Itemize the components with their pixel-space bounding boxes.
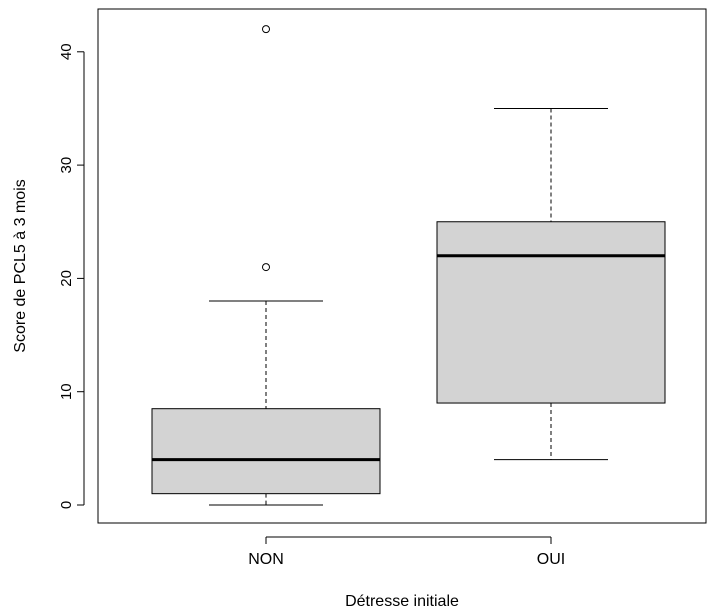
y-tick-label: 30 xyxy=(58,157,75,174)
y-axis: 0 10 20 30 40 xyxy=(58,43,85,509)
box-iqr xyxy=(436,221,666,404)
outlier-point xyxy=(262,25,270,34)
y-tick-label: 0 xyxy=(58,501,75,509)
outlier-point xyxy=(262,263,270,272)
x-tick-label: NON xyxy=(248,551,284,568)
boxes-group xyxy=(151,25,666,506)
x-axis: NON OUI xyxy=(248,536,565,568)
x-axis-label: Détresse initiale xyxy=(345,593,459,610)
y-tick-label: 40 xyxy=(58,43,75,60)
y-tick-label: 10 xyxy=(58,383,75,400)
box-iqr xyxy=(151,408,381,495)
x-tick-label: OUI xyxy=(537,551,565,568)
y-axis-label: Score de PCL5 à 3 mois xyxy=(12,179,29,352)
y-tick-label: 20 xyxy=(58,270,75,287)
plot-frame xyxy=(97,8,707,524)
